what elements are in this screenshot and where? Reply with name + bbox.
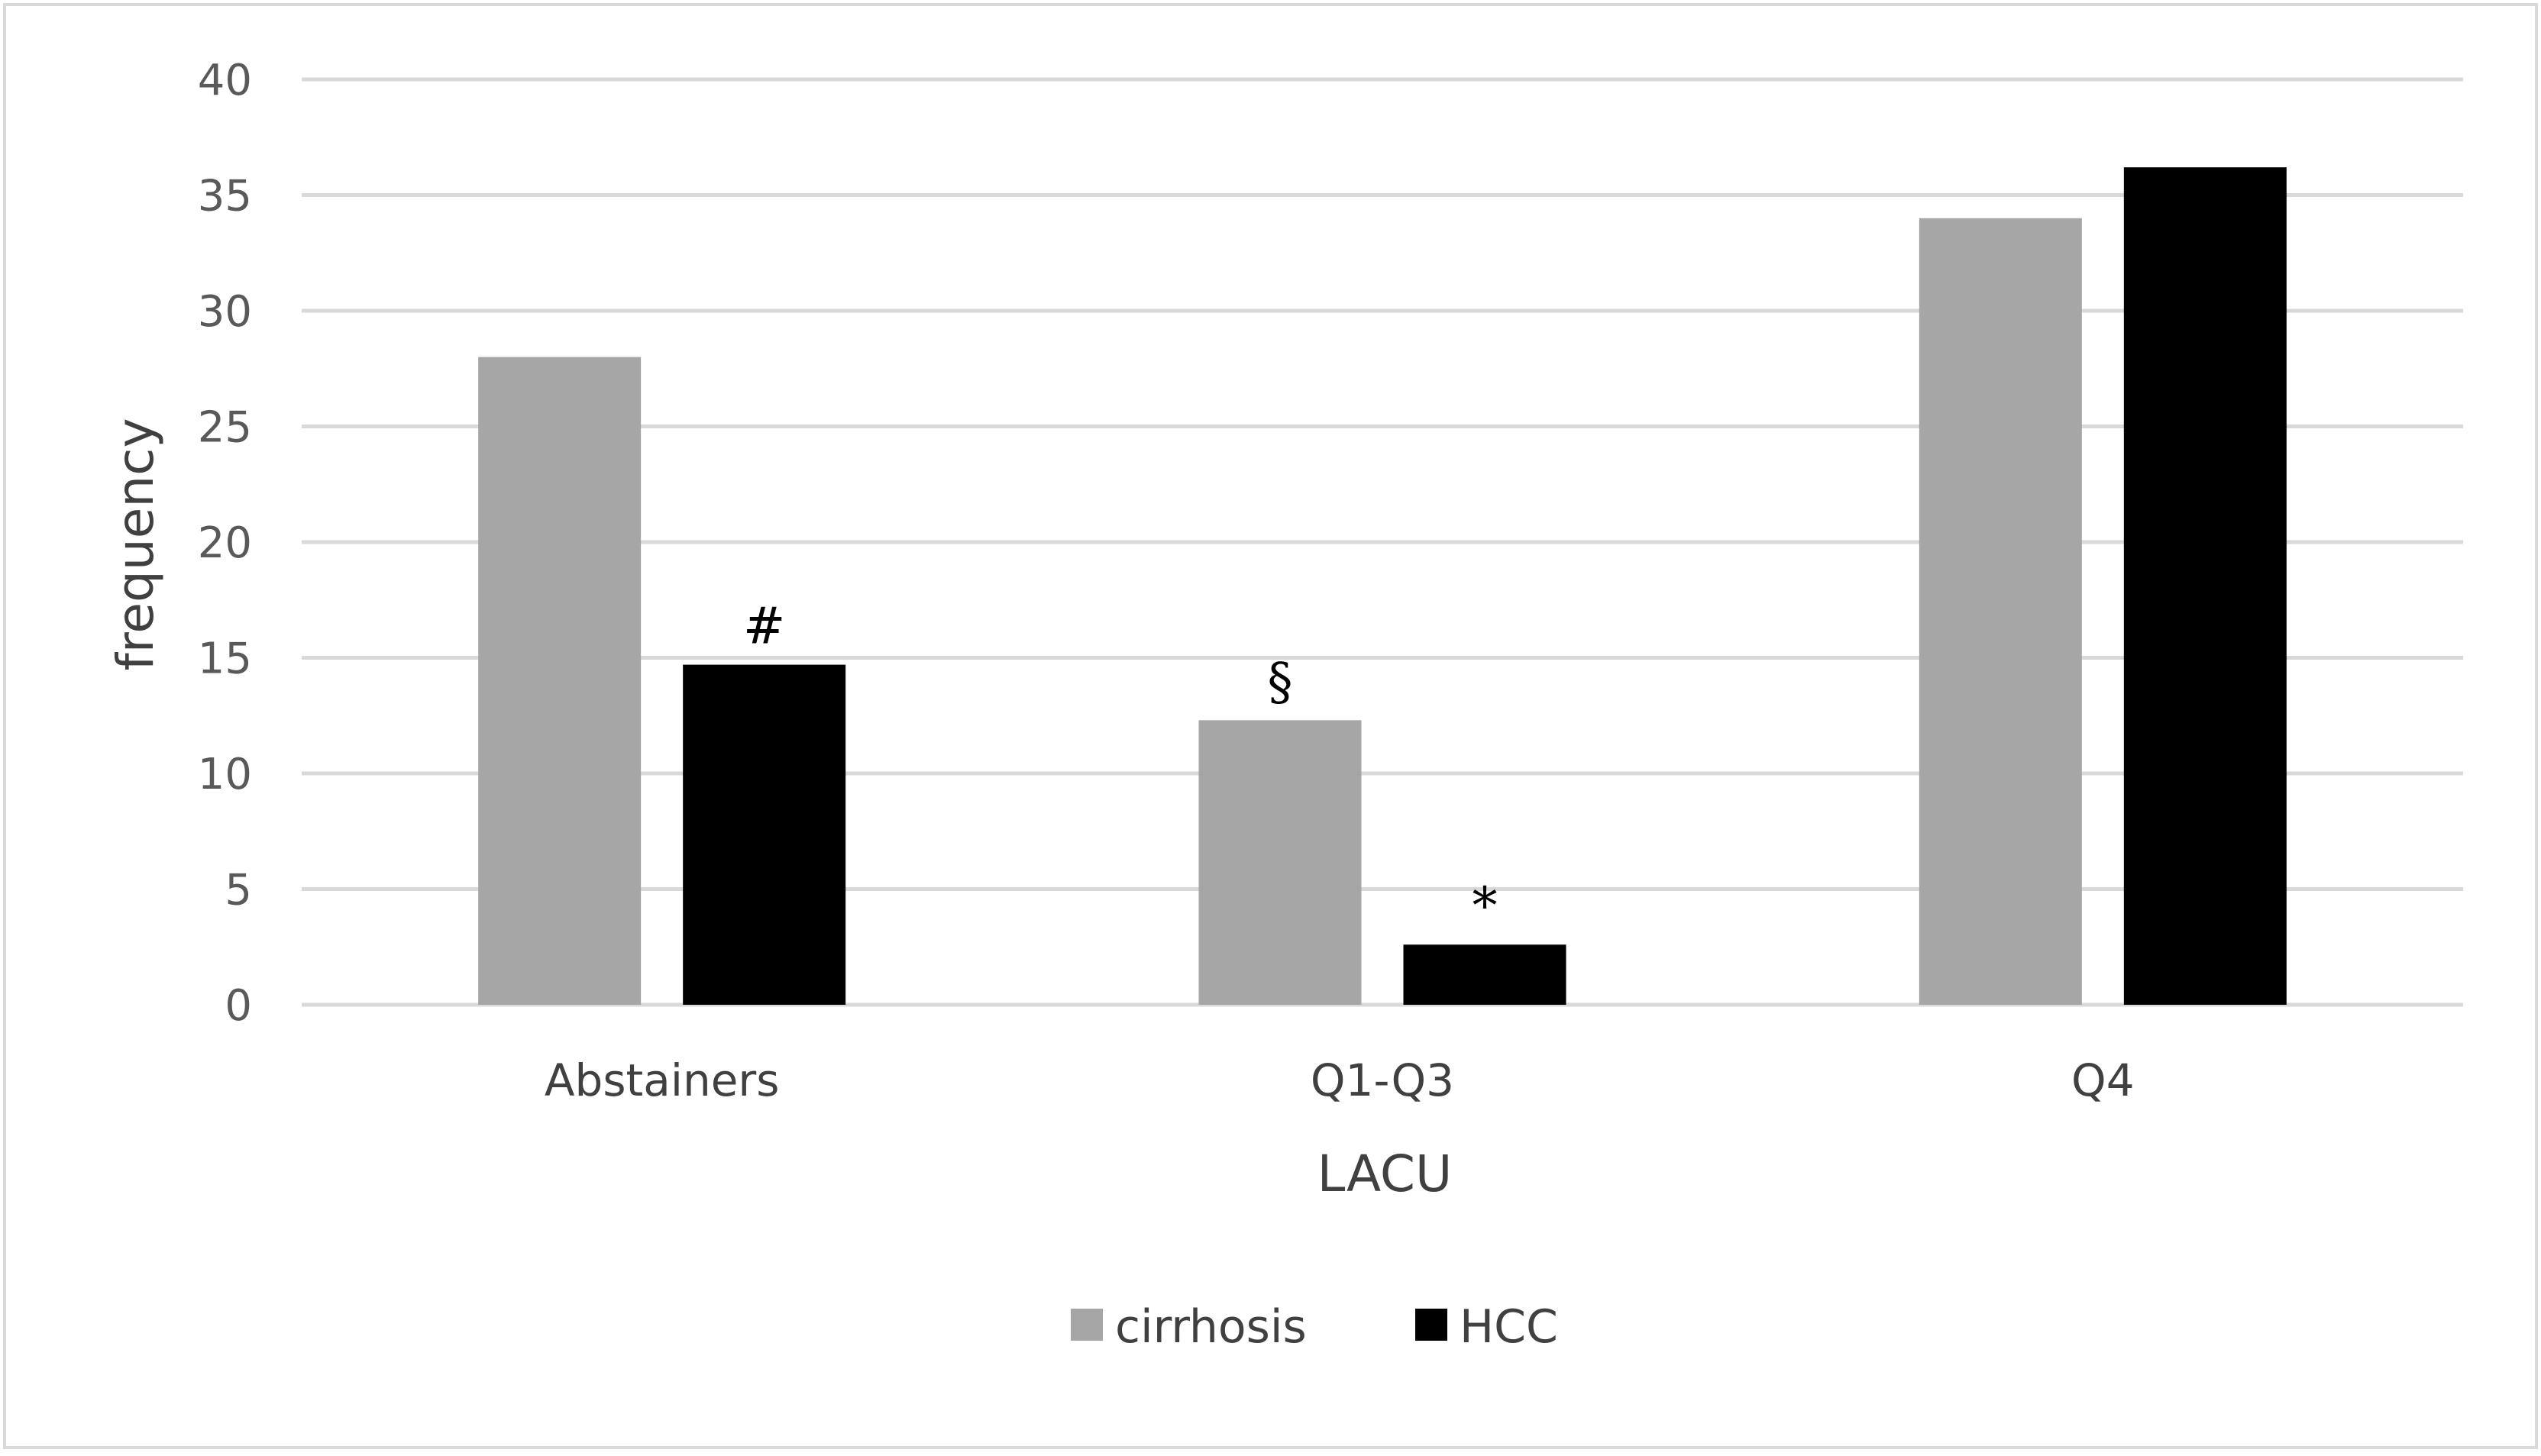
x-category-label: Q1-Q3 [1311,1054,1454,1106]
y-axis-title: frequency [106,418,165,670]
x-category-label: Q4 [2071,1054,2135,1106]
y-tick-label: 30 [198,287,252,337]
bar-hcc-q4 [2123,167,2287,1005]
y-tick-label: 35 [198,172,252,221]
y-tick-label: 20 [198,518,252,568]
annotations: # § * [743,597,1497,936]
legend-label-hcc: HCC [1460,1300,1558,1354]
significance-marker: * [1473,877,1498,935]
bar-cirrhosis-q1-q3 [1198,720,1362,1005]
y-tick-label: 40 [198,56,252,105]
bar-hcc-q1-q3 [1403,944,1566,1005]
y-tick-label: 25 [198,403,252,453]
gridlines [302,77,2463,1007]
bar-cirrhosis-q4 [1919,218,2082,1005]
bar-cirrhosis-abstainers [478,357,642,1006]
y-tick-label: 0 [225,981,252,1031]
y-tick-label: 15 [198,634,252,684]
legend: cirrhosis HCC [1071,1300,1558,1354]
y-tick-label: 5 [225,866,252,915]
legend-swatch-cirrhosis [1071,1309,1103,1341]
bars [478,167,2287,1006]
y-axis-ticks: 0 5 10 15 20 25 30 35 40 [198,56,252,1031]
x-axis-title: LACU [1317,1144,1453,1203]
legend-label-cirrhosis: cirrhosis [1115,1300,1307,1354]
legend-swatch-hcc [1415,1309,1447,1341]
y-tick-label: 10 [198,750,252,799]
x-category-label: Abstainers [545,1054,780,1106]
significance-marker: # [743,597,785,656]
significance-marker: § [1268,652,1293,711]
x-axis-categories: Abstainers Q1-Q3 Q4 [545,1054,2135,1106]
bar-hcc-abstainers [683,664,846,1005]
